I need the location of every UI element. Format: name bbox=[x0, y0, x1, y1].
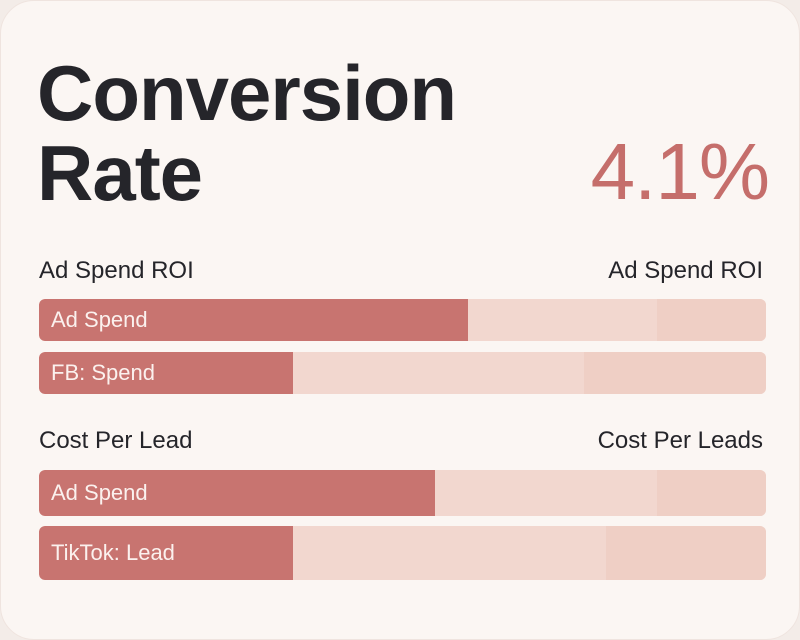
card-title: Conversion Rate bbox=[37, 49, 457, 217]
section-1-left-label: Ad Spend ROI bbox=[39, 257, 194, 284]
card-title-line-1: Conversion bbox=[37, 49, 457, 137]
bar-fill bbox=[39, 352, 294, 394]
bar-tail-segment bbox=[584, 352, 766, 394]
bar-tail-segment bbox=[656, 299, 766, 341]
conversion-rate-value: 4.1% bbox=[590, 127, 770, 216]
bar-label: Ad Spend bbox=[51, 480, 148, 505]
bar-fill bbox=[39, 526, 294, 580]
bar-fill bbox=[39, 299, 468, 341]
section-2-right-label: Cost Per Leads bbox=[597, 427, 763, 454]
bar-label: TikTok: Lead bbox=[51, 540, 175, 565]
progress-bar-tiktok-lead: TikTok: Lead bbox=[39, 526, 766, 580]
bar-label: Ad Spend bbox=[51, 307, 148, 332]
progress-bar-cost-per-lead-ad-spend: Ad Spend bbox=[39, 470, 766, 516]
bar-tail-segment bbox=[606, 526, 766, 580]
card-title-line-2: Rate bbox=[37, 129, 203, 217]
section-1-right-label: Ad Spend ROI bbox=[608, 257, 763, 284]
bar-tail-segment bbox=[656, 470, 766, 516]
progress-bar-ad-spend-roi: Ad Spend bbox=[39, 299, 766, 341]
progress-bar-fb-spend: FB: Spend bbox=[39, 352, 766, 394]
section-2-left-label: Cost Per Lead bbox=[39, 427, 193, 454]
bar-label: FB: Spend bbox=[51, 360, 155, 385]
bar-fill bbox=[39, 470, 436, 516]
